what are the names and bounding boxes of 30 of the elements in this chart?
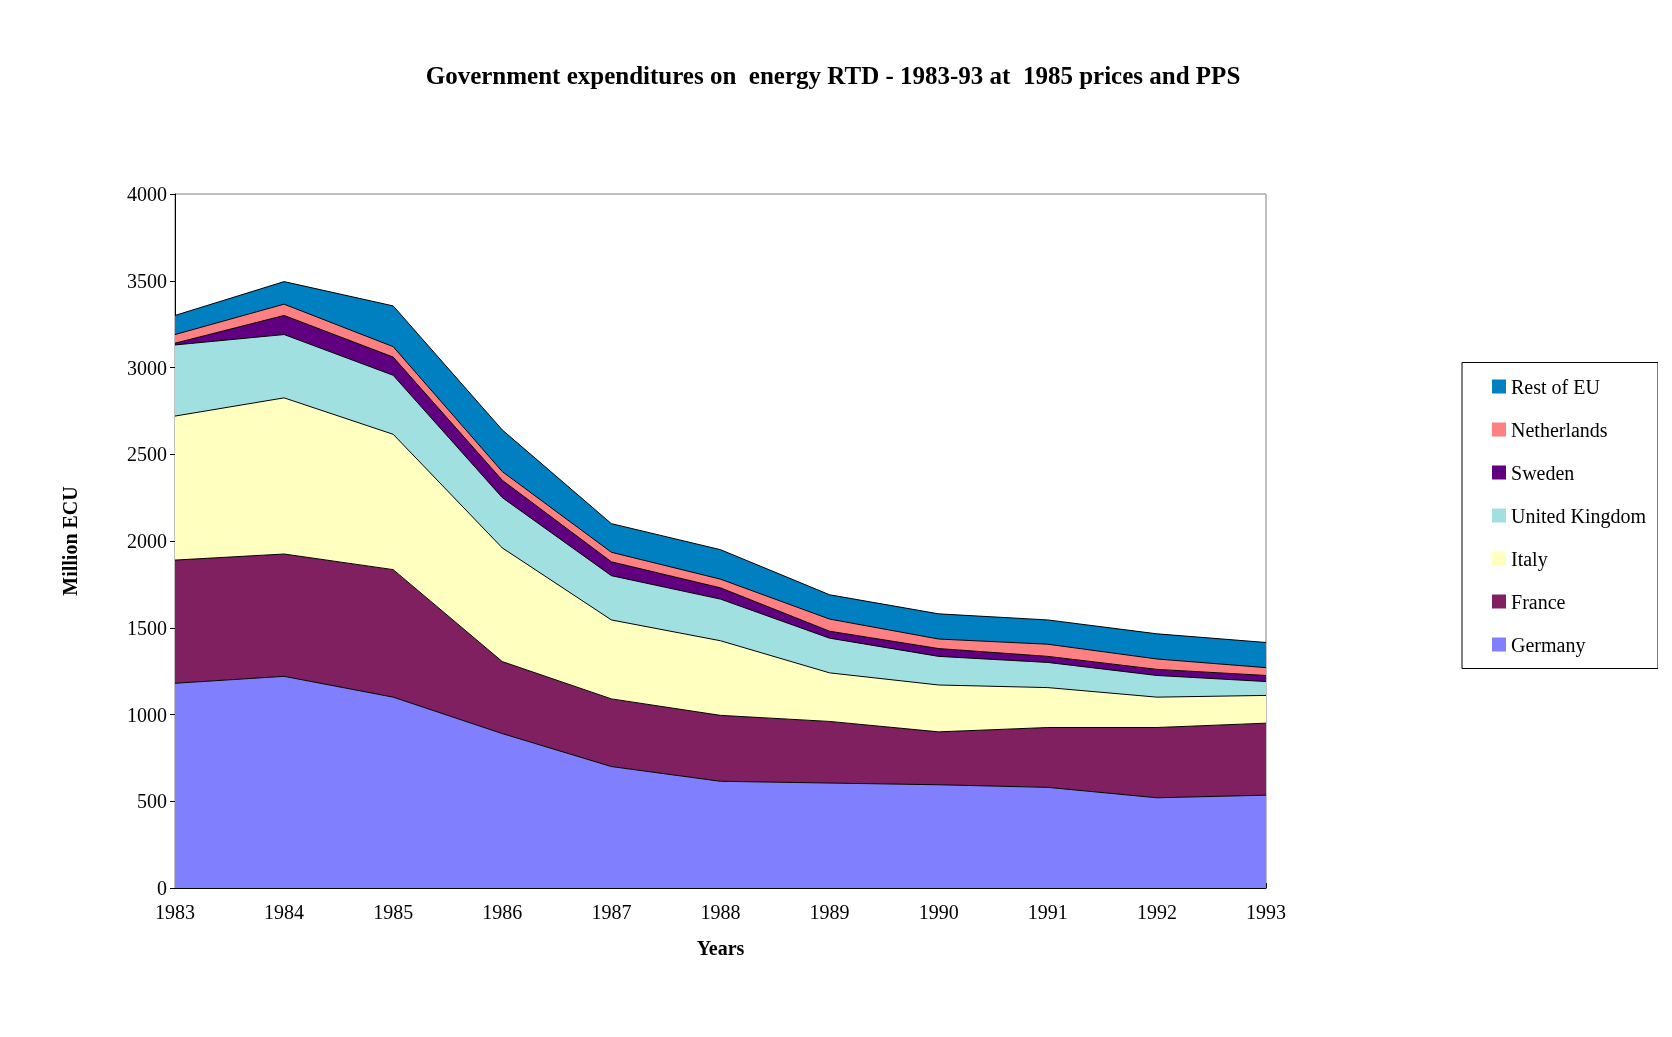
x-tick-label: 1990 — [918, 901, 959, 923]
x-tick-label: 1988 — [700, 901, 741, 923]
x-axis-title: Years — [696, 937, 745, 959]
x-tick-label: 1984 — [264, 901, 305, 923]
y-tick-label: 1000 — [127, 703, 167, 726]
x-tick-label: 1993 — [1246, 901, 1286, 923]
x-tick-label: 1989 — [809, 901, 850, 923]
y-tick-label: 0 — [157, 877, 167, 899]
x-tick-label: 1991 — [1027, 901, 1068, 923]
y-axis-title: Million ECU — [59, 486, 81, 596]
y-tick-label: 1500 — [127, 616, 167, 639]
legend-label: Rest of EU — [1511, 375, 1601, 398]
legend-label: Sweden — [1511, 461, 1575, 484]
legend-label: United Kingdom — [1511, 504, 1647, 528]
legend-label: Germany — [1511, 633, 1586, 657]
y-tick-label: 3500 — [127, 269, 167, 292]
y-tick-label: 2000 — [127, 530, 167, 552]
x-tick-label: 1992 — [1136, 901, 1177, 923]
x-tick-label: 1987 — [591, 901, 632, 923]
chart-title: Government expenditures on energy RTD - 1983-93 at 1985 prices and PPS — [425, 62, 1241, 89]
x-tick-label: 1983 — [155, 901, 195, 923]
x-tick-label: 1986 — [482, 901, 523, 923]
legend-label: Italy — [1511, 547, 1548, 571]
x-tick-label: 1985 — [373, 901, 414, 923]
legend-label: France — [1511, 590, 1566, 613]
y-tick-label: 3000 — [127, 356, 167, 379]
y-tick-label: 500 — [137, 790, 167, 813]
y-tick-label: 2500 — [127, 443, 167, 466]
y-tick-label: 4000 — [127, 183, 167, 205]
legend-label: Netherlands — [1511, 418, 1608, 441]
